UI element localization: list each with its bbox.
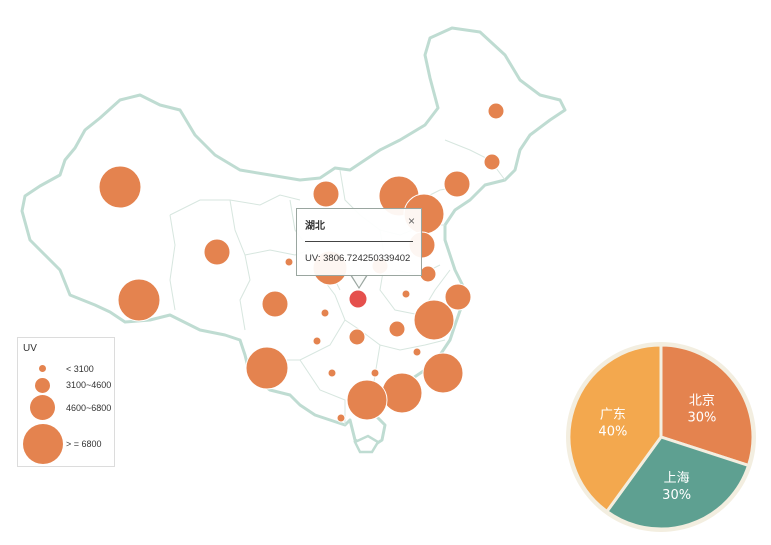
legend-label: < 3100 xyxy=(66,364,94,374)
province-bubble[interactable] xyxy=(284,257,294,267)
pie-slice-beijing[interactable] xyxy=(659,343,755,468)
province-bubble[interactable] xyxy=(388,320,406,338)
pie-slice-label: 北京 xyxy=(689,393,715,408)
province-bubble[interactable] xyxy=(312,180,340,208)
legend-label: 4600~6800 xyxy=(66,403,112,413)
pie-chart: 北京 30% 上海 30% 广东 40% xyxy=(566,342,756,532)
province-bubble[interactable] xyxy=(483,153,501,171)
pie-slice-guangdong[interactable] xyxy=(567,343,663,514)
pie-slice-label: 广东 xyxy=(600,407,626,422)
province-bubble[interactable] xyxy=(401,289,411,299)
china-map xyxy=(20,26,567,454)
pie-slice-percent: 30% xyxy=(687,410,716,425)
map-legend: UV < 3100 3100~4600 4600~6800 > = 6800 xyxy=(17,337,115,467)
pie-slice-percent: 40% xyxy=(598,424,627,439)
province-bubble[interactable] xyxy=(327,368,337,378)
province-bubble[interactable] xyxy=(346,379,388,421)
province-bubble[interactable] xyxy=(98,165,142,209)
province-bubble[interactable] xyxy=(370,368,380,378)
legend-label: > = 6800 xyxy=(66,439,102,449)
pie-slice-shanghai[interactable] xyxy=(604,435,751,531)
legend-dot xyxy=(35,378,50,393)
legend-item-xlarge[interactable]: > = 6800 xyxy=(18,423,116,464)
province-bubble[interactable] xyxy=(413,299,455,341)
province-bubble-hubei-selected[interactable] xyxy=(348,289,368,309)
legend-item-small[interactable]: < 3100 xyxy=(18,360,116,396)
province-bubble[interactable] xyxy=(117,278,161,322)
province-bubble[interactable] xyxy=(245,346,289,390)
province-bubble[interactable] xyxy=(261,290,289,318)
legend-dot xyxy=(30,395,55,420)
tooltip-pointer-inner xyxy=(351,274,367,287)
province-bubble[interactable] xyxy=(422,352,464,394)
hainan-outline xyxy=(353,434,380,454)
legend-dot xyxy=(23,424,63,464)
province-bubble[interactable] xyxy=(412,347,422,357)
tooltip-divider xyxy=(305,241,413,242)
tooltip-value: UV: 3806.724250339402 xyxy=(305,253,411,264)
province-bubble[interactable] xyxy=(443,170,471,198)
legend-dot xyxy=(39,365,46,372)
province-bubble[interactable] xyxy=(336,413,346,423)
province-bubble[interactable] xyxy=(487,102,505,120)
province-bubble[interactable] xyxy=(444,283,472,311)
legend-title: UV xyxy=(23,343,37,354)
legend-item-large[interactable]: 4600~6800 xyxy=(18,394,116,430)
province-bubble[interactable] xyxy=(419,265,437,283)
province-tooltip: 湖北 × UV: 3806.724250339402 xyxy=(296,208,422,276)
province-bubble[interactable] xyxy=(312,336,322,346)
tooltip-title: 湖北 xyxy=(305,221,325,232)
pie-slice-label: 上海 xyxy=(664,471,690,486)
province-bubble[interactable] xyxy=(348,328,366,346)
legend-label: 3100~4600 xyxy=(66,380,112,390)
province-bubble[interactable] xyxy=(381,372,423,414)
province-bubble[interactable] xyxy=(203,238,231,266)
province-bubble[interactable] xyxy=(320,308,330,318)
close-icon[interactable]: × xyxy=(407,214,415,228)
pie-slice-percent: 30% xyxy=(662,488,691,503)
legend-item-medium[interactable]: 3100~4600 xyxy=(18,376,116,412)
